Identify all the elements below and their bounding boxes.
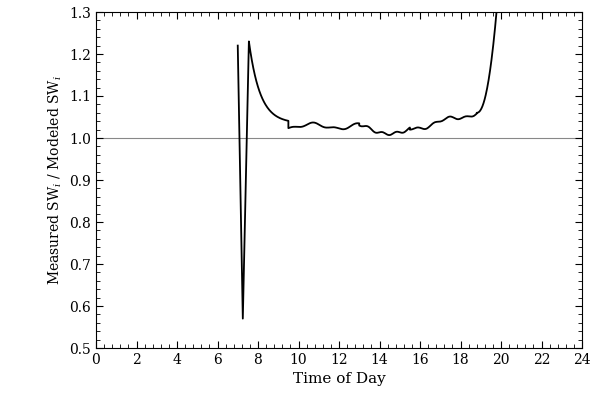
Y-axis label: Measured SW$_i$ / Modeled SW$_i$: Measured SW$_i$ / Modeled SW$_i$ — [46, 75, 64, 285]
X-axis label: Time of Day: Time of Day — [293, 372, 385, 386]
